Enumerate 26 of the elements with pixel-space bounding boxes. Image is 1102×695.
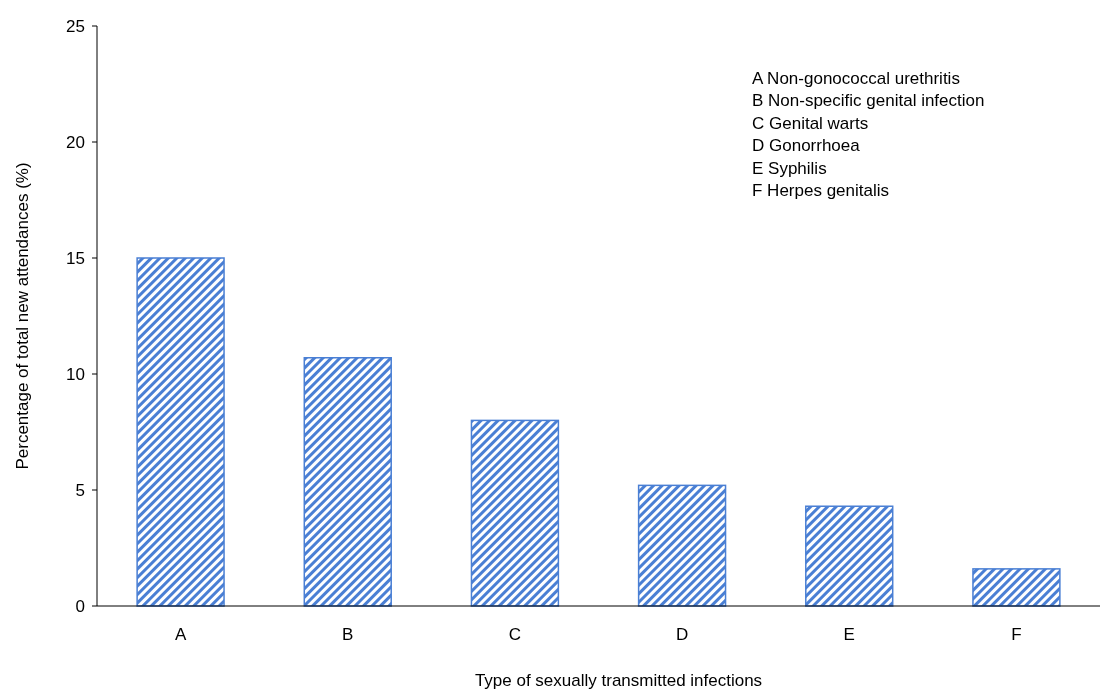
annotation: D Gonorrhoea bbox=[752, 136, 861, 156]
annotation: C Genital warts bbox=[752, 113, 869, 133]
x-tick-label: E bbox=[843, 625, 855, 644]
y-tick-label: 20 bbox=[66, 132, 85, 152]
y-axis-title: Percentage of total new attendances (%) bbox=[13, 162, 32, 470]
bar bbox=[470, 419, 560, 607]
y-tick-label: 10 bbox=[66, 364, 85, 384]
x-tick-label: B bbox=[342, 625, 354, 644]
x-tick-label: A bbox=[174, 625, 187, 644]
x-tick-label: F bbox=[1011, 625, 1022, 644]
x-tick-label: C bbox=[508, 625, 522, 644]
bar bbox=[972, 568, 1061, 607]
bar bbox=[303, 357, 392, 607]
annotation: A Non-gonococcal urethritis bbox=[752, 69, 960, 88]
bar bbox=[805, 505, 894, 607]
y-tick-label: 25 bbox=[66, 16, 85, 36]
annotation: B Non-specific genital infection bbox=[752, 91, 985, 111]
annotation: F Herpes genitalis bbox=[752, 181, 890, 200]
bar bbox=[637, 484, 727, 607]
bar bbox=[136, 257, 225, 607]
y-tick-label: 15 bbox=[66, 248, 85, 268]
annotation: E Syphilis bbox=[752, 158, 827, 178]
x-tick-label: D bbox=[675, 625, 689, 644]
y-tick-label: 0 bbox=[75, 596, 85, 616]
y-tick-label: 5 bbox=[75, 480, 85, 500]
x-axis-title: Type of sexually transmitted infections bbox=[474, 671, 763, 690]
